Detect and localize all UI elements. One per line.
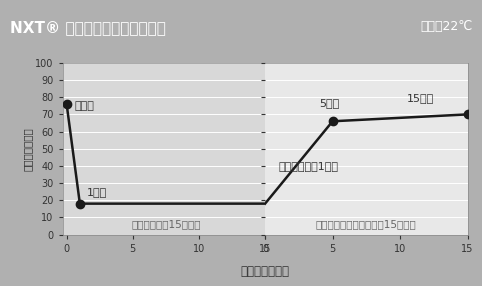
Text: 5分後: 5分後: [319, 98, 339, 108]
Text: 紫外線照射ストップ後（15分間）: 紫外線照射ストップ後（15分間）: [316, 219, 417, 229]
Text: 1分後: 1分後: [86, 187, 107, 197]
Text: 気温：22℃: 気温：22℃: [420, 20, 472, 33]
Y-axis label: 可視光線透過率: 可視光線透過率: [23, 127, 32, 170]
Text: 照射ストップ1分後: 照射ストップ1分後: [279, 161, 338, 171]
Text: 初期値: 初期値: [75, 101, 94, 111]
Text: 15分後: 15分後: [407, 93, 434, 103]
Text: NXT® 調光レンズの調光テスト: NXT® 調光レンズの調光テスト: [10, 20, 165, 35]
Text: 経過時間（分）: 経過時間（分）: [241, 265, 290, 277]
Text: 紫外線照射（15分間）: 紫外線照射（15分間）: [131, 219, 201, 229]
